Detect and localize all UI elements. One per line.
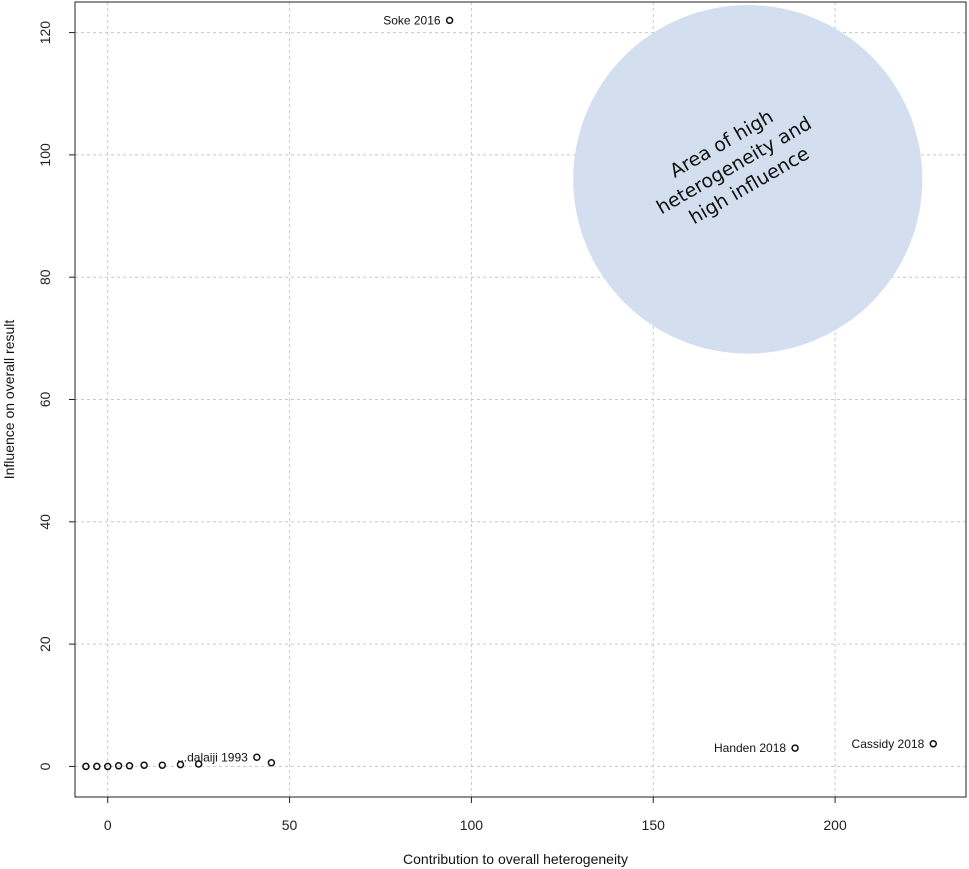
y-tick-label: 40 [37,514,53,530]
x-tick-label: 150 [642,817,666,833]
point-label: Cassidy 2018 [852,737,925,751]
data-point [176,760,185,769]
data-point [93,762,101,771]
x-tick-label: 50 [282,817,298,833]
point-label: Handen 2018 [714,741,786,755]
x-tick-label: 100 [460,817,484,833]
data-point [267,759,276,767]
data-point [194,760,203,768]
data-point [253,753,261,761]
x-axis-title: Contribution to overall heterogeneity [403,851,628,867]
y-axis-title: Influence on overall result [1,320,17,480]
data-point [791,744,799,752]
x-tick-label: 200 [823,817,847,833]
data-point [82,762,90,771]
y-tick-label: 60 [37,392,53,408]
data-point [929,740,938,748]
y-tick-label: 80 [37,269,53,285]
high-heterogeneity-influence-area [573,5,923,354]
data-point [158,761,167,769]
point-label: ...dalaiji 1993 [177,750,248,764]
y-tick-label: 120 [37,21,53,45]
data-points: Soke 2016 Handen 2018 Cassidy 2018 ...dalai… [82,13,938,771]
point-label: Soke 2016 [383,13,441,27]
axes: 0 50 100 150 200 0 20 40 60 80 100 120 [37,21,847,833]
data-point [114,762,123,770]
data-point [445,16,454,25]
data-point [140,761,148,769]
x-tick-label: 0 [104,817,112,833]
data-point [125,762,134,770]
y-tick-label: 0 [37,762,53,770]
y-tick-label: 20 [37,636,53,652]
y-tick-label: 100 [37,143,53,167]
data-point [103,762,112,771]
